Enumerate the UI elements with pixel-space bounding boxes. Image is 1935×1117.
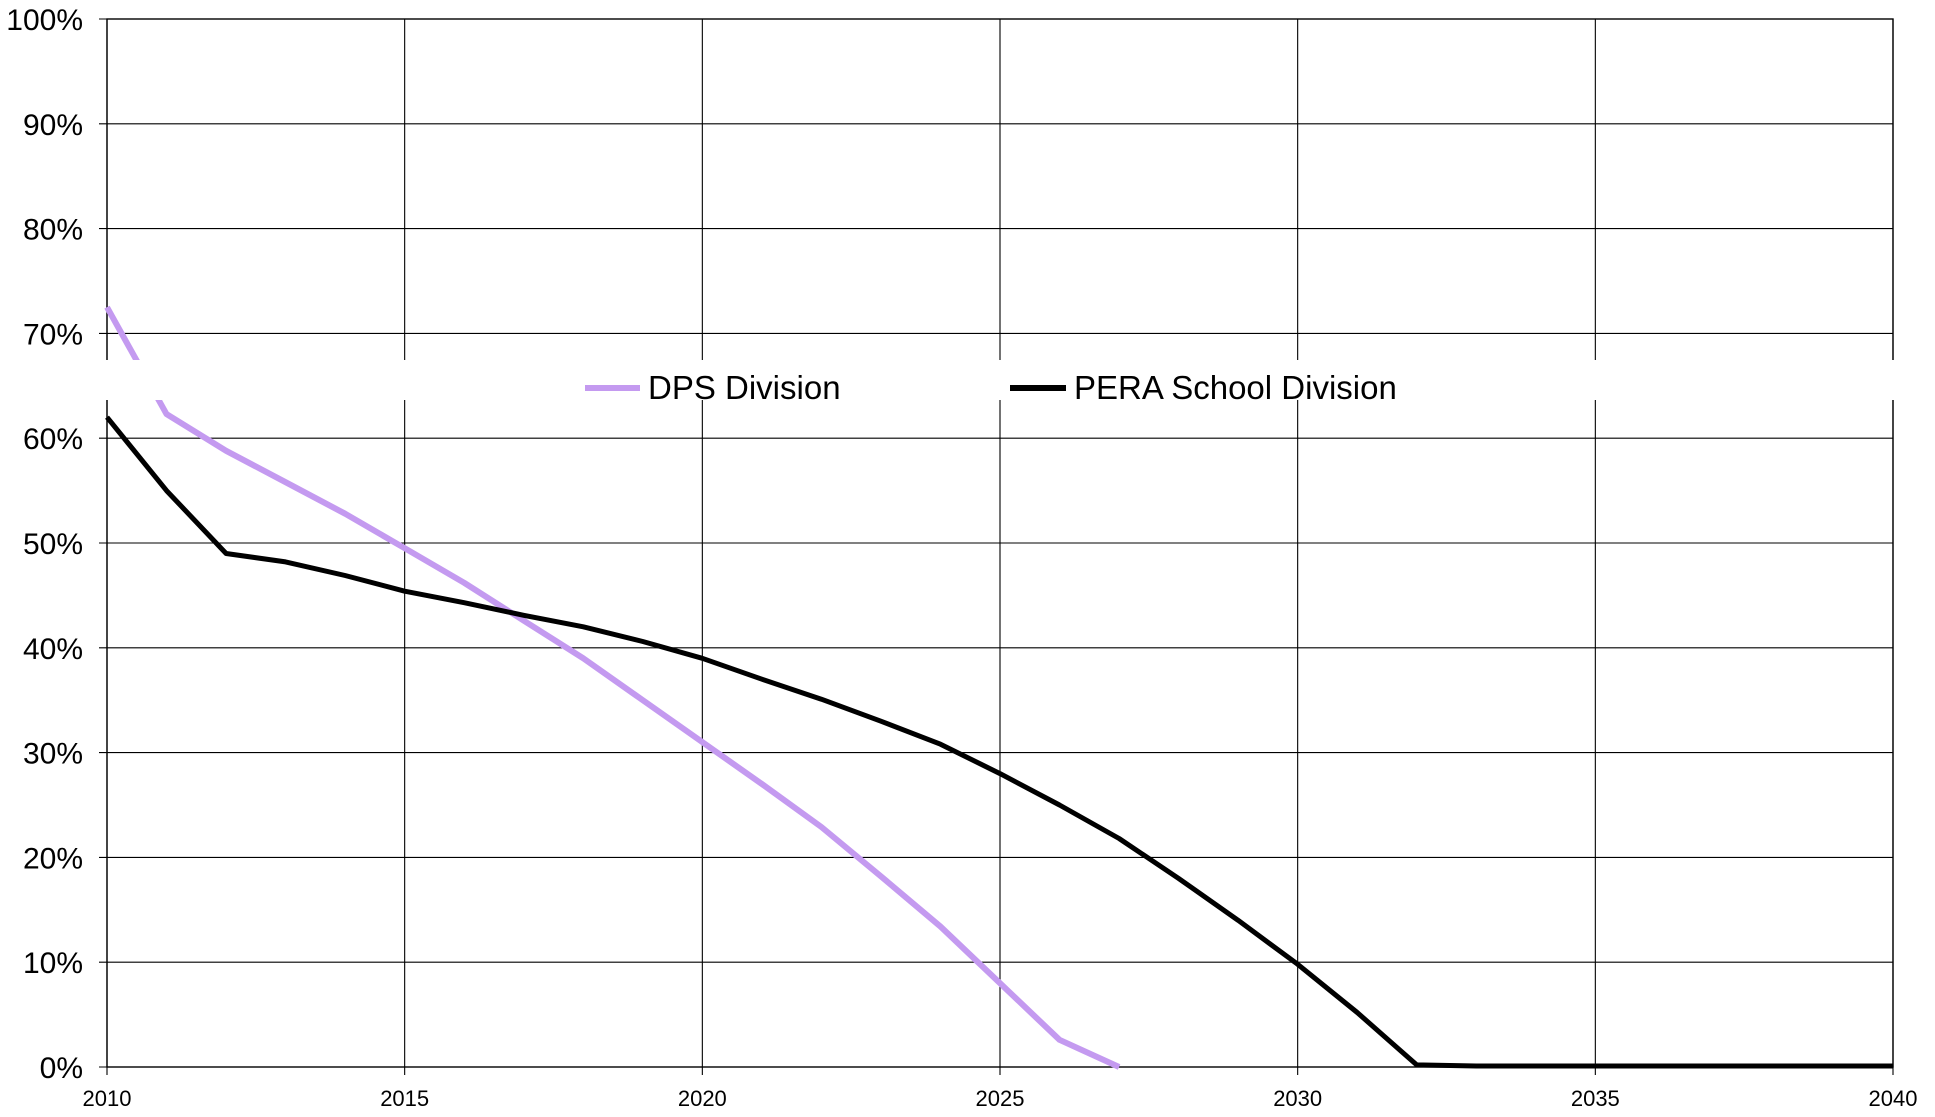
legend: DPS Division PERA School Division xyxy=(10,360,1935,406)
y-tick-label: 70% xyxy=(23,318,83,351)
y-tick-label: 0% xyxy=(40,1052,83,1085)
legend-label-pera-school-division: PERA School Division xyxy=(1074,369,1397,406)
x-tick-label: 2010 xyxy=(83,1086,132,1111)
x-axis: 2010 2015 2020 2025 2030 2035 2040 xyxy=(83,1086,1918,1111)
y-tick-label: 90% xyxy=(23,109,83,142)
legend-label-dps-division: DPS Division xyxy=(648,369,841,406)
x-tick-label: 2020 xyxy=(678,1086,727,1111)
y-tick-label: 50% xyxy=(23,528,83,561)
x-tick-label: 2025 xyxy=(976,1086,1025,1111)
series-line-dps-division xyxy=(104,305,1121,1070)
y-tick-label: 10% xyxy=(23,947,83,980)
x-tick-label: 2035 xyxy=(1571,1086,1620,1111)
x-tick-label: 2015 xyxy=(380,1086,429,1111)
x-tick-label: 2030 xyxy=(1273,1086,1322,1111)
legend-background xyxy=(10,360,1935,400)
chart-grid xyxy=(99,18,1894,1075)
series-layer xyxy=(104,305,1893,1070)
y-tick-label: 100% xyxy=(6,4,83,37)
y-tick-label: 60% xyxy=(23,423,83,456)
x-tick-label: 2040 xyxy=(1869,1086,1918,1111)
y-tick-label: 30% xyxy=(23,738,83,771)
y-tick-label: 40% xyxy=(23,633,83,666)
y-axis: 0% 10% 20% 30% 40% 50% 60% 70% 80% 90% 100% xyxy=(6,4,83,1085)
series-line-pera-school-division xyxy=(105,415,1893,1069)
y-tick-label: 80% xyxy=(23,214,83,247)
y-tick-label: 20% xyxy=(23,842,83,875)
